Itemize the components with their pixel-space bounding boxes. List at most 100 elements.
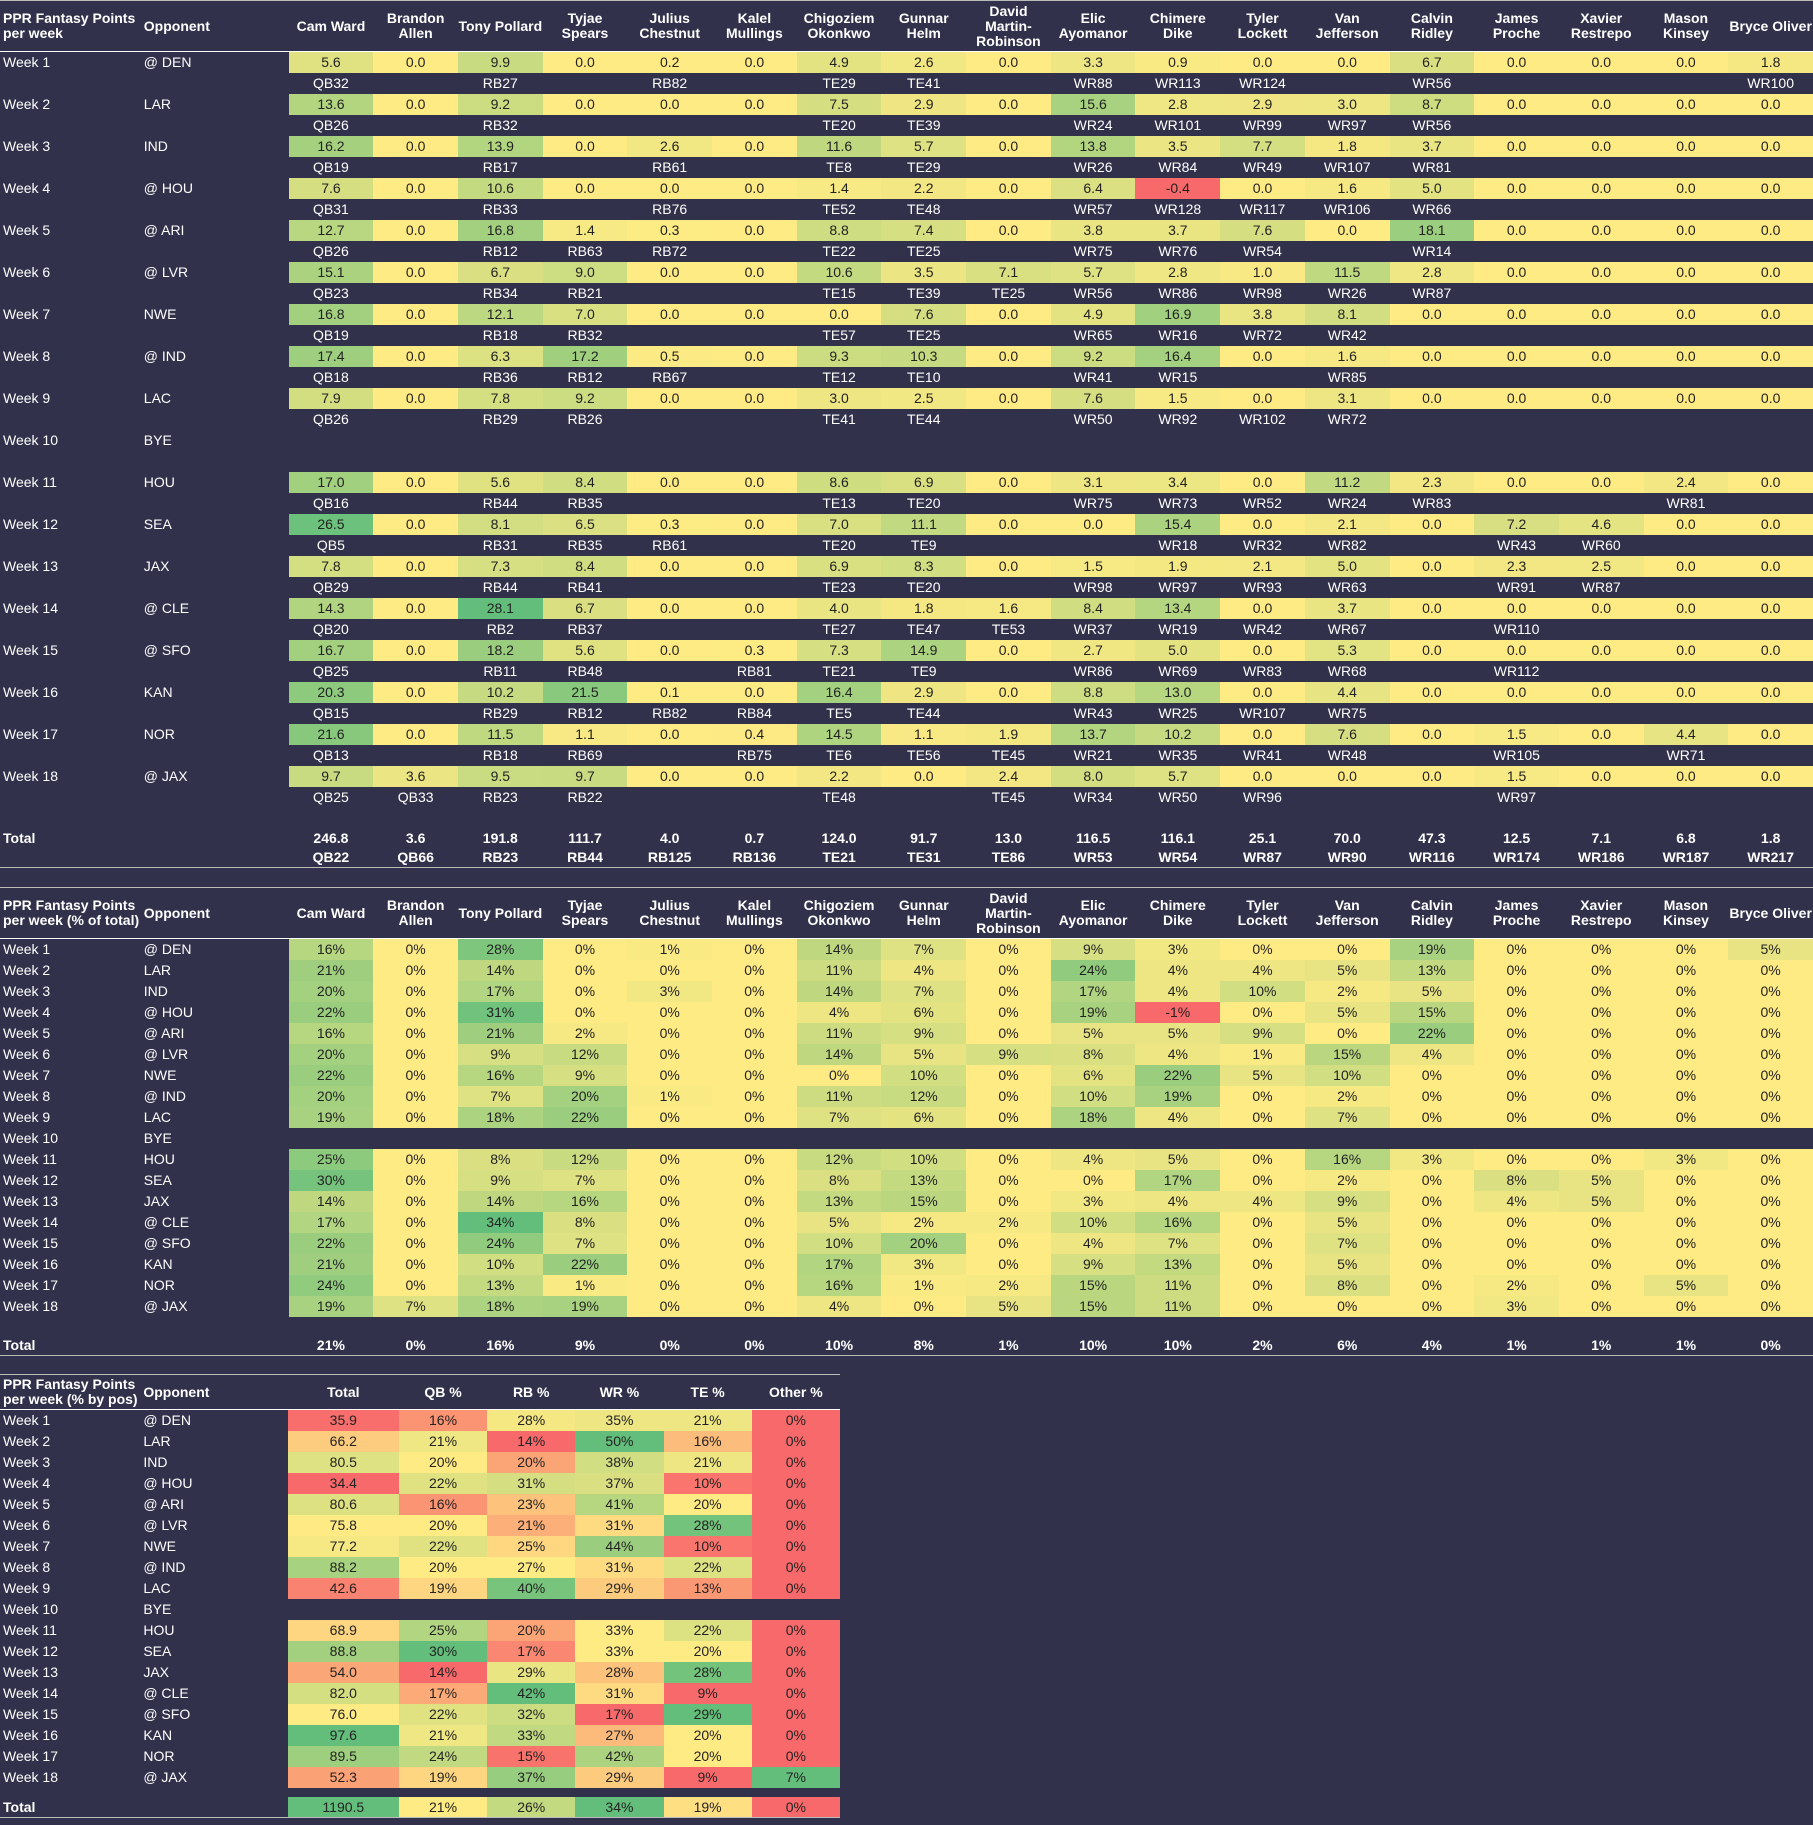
week-label: Week 17 xyxy=(3,1748,58,1764)
grand-total: 1190.5 xyxy=(287,1796,399,1818)
points-cell: 0.0 xyxy=(627,555,713,577)
rank-row: QB13 RB18 RB69 RB75 TE6 TE56 TE45 WR21 WR35 WR41 W… xyxy=(0,745,1813,766)
points-cell: 0.0 xyxy=(712,513,797,535)
header-cell: David Martin-Robinson xyxy=(966,887,1051,939)
share-cell: 6% xyxy=(881,1001,967,1023)
rank-cell: WR24 xyxy=(1327,495,1367,511)
opponent: @ LVR xyxy=(143,264,189,280)
points-cell: 0.0 xyxy=(627,261,713,283)
total-label: Total xyxy=(3,829,36,846)
points-cell: 10.6 xyxy=(457,177,543,199)
rank-cell: TE25 xyxy=(991,285,1026,301)
total-cell: 34.4 xyxy=(287,1472,399,1494)
points-cell: 4.9 xyxy=(796,51,882,73)
points-cell: 17.4 xyxy=(288,345,374,367)
share-cell: 3% xyxy=(627,980,713,1002)
header-row: PPR Fantasy Points per week Opponent Cam W… xyxy=(0,0,1813,52)
share-cell: 21% xyxy=(288,1253,374,1275)
points-cell: 8.1 xyxy=(457,513,543,535)
share-cell: 9% xyxy=(1050,1253,1136,1275)
rank-cell xyxy=(712,73,797,94)
rank-cell: WR84 xyxy=(1158,159,1198,175)
rank-cell xyxy=(1644,73,1729,94)
header-cell: PPR Fantasy Points per week (% by pos) xyxy=(0,1374,141,1410)
share-cell: 0% xyxy=(1728,1001,1813,1023)
week-label: Week 9 xyxy=(3,1580,51,1596)
points-cell: 0.0 xyxy=(373,219,458,241)
rank-cell: RB12 xyxy=(567,369,603,385)
week-label: Week 12 xyxy=(3,1172,58,1188)
blank xyxy=(141,157,289,178)
rank-cell: RB61 xyxy=(652,159,688,175)
header-cell: James Proche xyxy=(1474,0,1559,52)
total-points: 4.0 xyxy=(659,829,680,846)
share-cell: 0% xyxy=(712,1085,797,1107)
rank-cell xyxy=(1559,703,1644,724)
rank-cell: WR26 xyxy=(1073,159,1113,175)
rank-cell xyxy=(1728,577,1813,598)
share-cell: 0% xyxy=(373,1022,458,1044)
rank-cell: WR32 xyxy=(1243,537,1282,553)
points-cell: 0.0 xyxy=(1220,639,1305,661)
rank-cell xyxy=(1644,703,1729,724)
points-cell: 3.1 xyxy=(1304,387,1390,409)
total-share: 0% xyxy=(1760,1336,1781,1353)
rank-cell: RB41 xyxy=(567,579,603,595)
share-cell: 22% xyxy=(1135,1064,1221,1086)
points-cell: 0.0 xyxy=(627,387,713,409)
blank xyxy=(0,157,141,178)
position-share: 37% xyxy=(487,1766,576,1788)
total-cell: 88.8 xyxy=(287,1640,399,1662)
header-cell: Mason Kinsey xyxy=(1643,0,1729,52)
points-cell: 16.7 xyxy=(288,639,374,661)
total-points: 13.0 xyxy=(994,829,1023,846)
opponent: @ SFO xyxy=(143,642,191,658)
week-label: Week 14 xyxy=(3,1214,58,1230)
share-cell: 0% xyxy=(1220,1106,1305,1128)
total-rank: WR90 xyxy=(1327,849,1367,866)
points-cell: 0.0 xyxy=(966,219,1051,241)
rank-cell xyxy=(1559,619,1644,640)
share-cell: 0% xyxy=(1643,1211,1729,1233)
share-cell: 19% xyxy=(1389,938,1475,960)
opponent: JAX xyxy=(143,1664,170,1680)
points-cell: 7.6 xyxy=(1050,387,1136,409)
rank-cell xyxy=(1474,199,1559,220)
share-row: Week 4 @ HOU 22% 0% 31% 0% 0% 0% 4% 6% 0% 19% -1% 0% 5… xyxy=(0,1001,1813,1023)
total-label: Total xyxy=(3,1798,36,1815)
share-cell: 0% xyxy=(966,938,1051,960)
share-cell: 7% xyxy=(881,980,967,1002)
opponent: NWE xyxy=(143,1538,176,1554)
share-cell: 0% xyxy=(966,1064,1051,1086)
week-label: Week 7 xyxy=(3,306,51,322)
position-share: 31% xyxy=(487,1472,576,1494)
week-label: Week 16 xyxy=(3,1256,58,1272)
rank-cell xyxy=(1559,493,1644,514)
position-share: 20% xyxy=(398,1556,488,1578)
rank-cell xyxy=(966,241,1051,262)
share-cell: 22% xyxy=(542,1106,628,1128)
points-row: Week 9 LAC 7.9 0.0 7.8 9.2 0.0 0.0 3.0 2.5 0.0 7.6 1… xyxy=(0,387,1813,409)
points-cell: 3.5 xyxy=(881,261,967,283)
points-cell: 0.0 xyxy=(712,471,797,493)
share-cell: 0% xyxy=(1728,1106,1813,1128)
share-cell: 17% xyxy=(288,1211,374,1233)
rank-cell: WR96 xyxy=(1243,789,1282,805)
total-rank: RB44 xyxy=(567,849,603,866)
share-cell: 0% xyxy=(627,1253,713,1275)
header-cell: Tyler Lockett xyxy=(1220,0,1305,52)
blank xyxy=(0,493,141,514)
rank-row xyxy=(0,451,1813,472)
rank-cell xyxy=(373,157,458,178)
points-cell: 3.3 xyxy=(1050,51,1136,73)
share-cell: 0% xyxy=(1558,1022,1644,1044)
rank-cell: WR14 xyxy=(1412,243,1452,259)
share-cell: 3% xyxy=(1050,1190,1136,1212)
rank-cell xyxy=(1644,325,1729,346)
points-cell: 0.0 xyxy=(1728,177,1813,199)
blank xyxy=(0,535,141,556)
position-row: Week 3 IND 80.5 20% 20% 38% 21% 0% xyxy=(0,1451,840,1473)
rank-cell: WR98 xyxy=(1243,285,1282,301)
share-cell: 7% xyxy=(542,1169,628,1191)
share-cell: 0% xyxy=(1558,1106,1644,1128)
